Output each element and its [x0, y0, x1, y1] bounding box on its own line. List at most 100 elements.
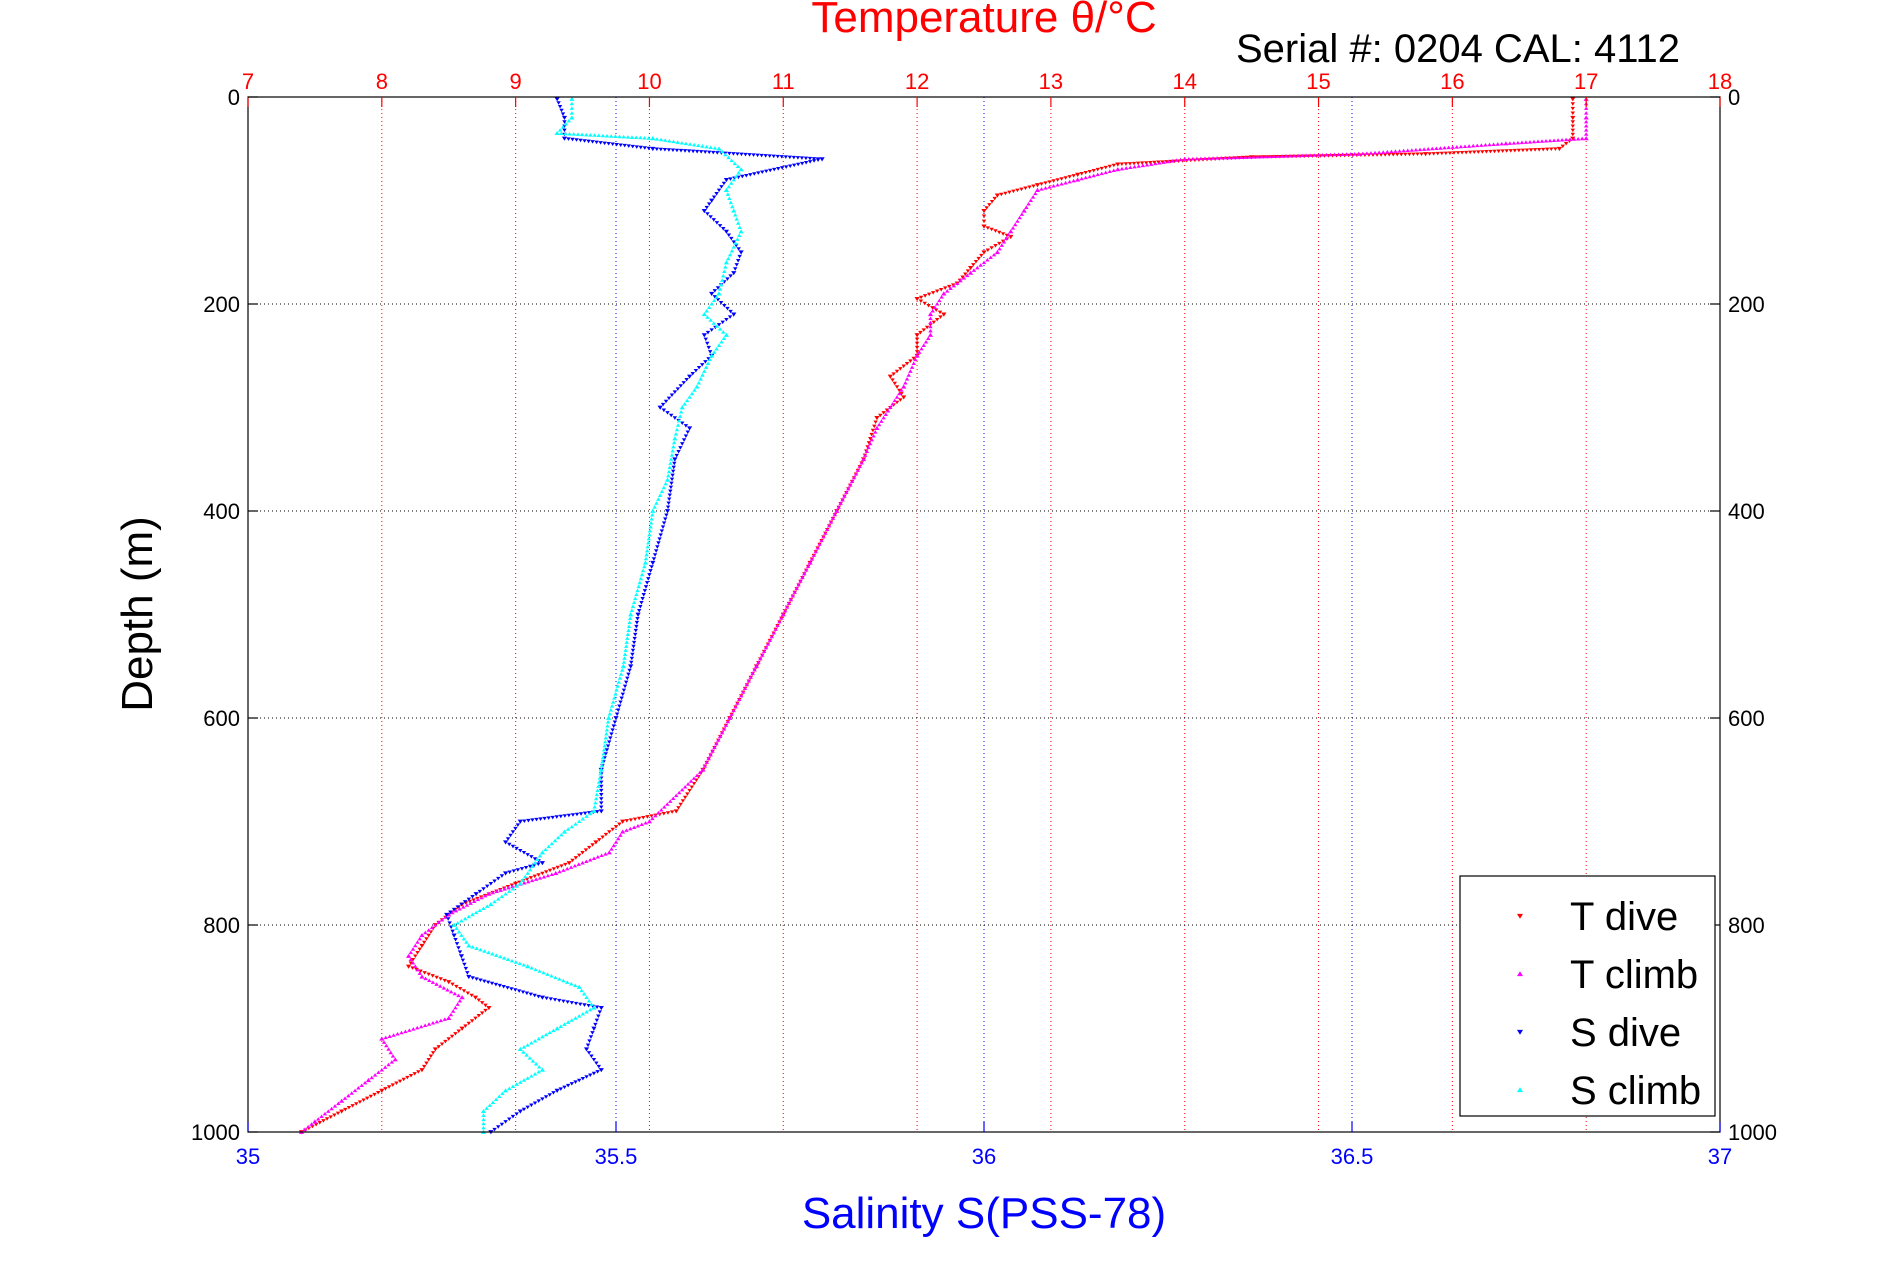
s-climb-marker [687, 142, 693, 146]
s-dive-marker [548, 997, 554, 1001]
t-dive-point [472, 995, 479, 1000]
t-climb-marker [423, 976, 428, 981]
s-climb-marker [707, 357, 713, 362]
t-climb-marker [951, 283, 957, 288]
s-climb-marker [533, 1062, 539, 1066]
s-dive-point [738, 250, 744, 255]
s-dive-marker [599, 784, 604, 789]
s-dive-marker [565, 1083, 571, 1088]
t-climb-marker [945, 289, 950, 293]
s-dive-marker [558, 1087, 563, 1091]
t-climb-marker [1324, 152, 1329, 157]
s-dive-marker [505, 837, 511, 841]
s-dive-marker [728, 274, 733, 278]
t-climb-point [459, 995, 465, 1000]
t-climb-marker [1583, 119, 1589, 124]
s-climb-marker [533, 967, 538, 972]
s-dive-marker [618, 143, 623, 147]
t-dive-marker [665, 811, 671, 815]
t-climb-marker [384, 1043, 389, 1048]
t-climb-marker [679, 787, 685, 792]
s-dive-marker [652, 553, 658, 557]
t-dive-marker [930, 291, 936, 295]
s-dive-marker [455, 905, 460, 909]
t-climb-marker [1515, 140, 1521, 145]
s-dive-point [517, 1109, 523, 1114]
t-dive-marker [971, 263, 976, 267]
t-dive-point [419, 1068, 425, 1073]
t-dive-marker [426, 972, 431, 977]
s-climb-point [650, 136, 656, 141]
s-climb-point [539, 1067, 545, 1072]
t-dive-marker [1378, 153, 1384, 157]
s-climb-marker [481, 1121, 486, 1126]
t-climb-marker [1543, 139, 1549, 143]
s-climb-marker [705, 361, 711, 366]
s-dive-marker [681, 438, 687, 442]
t-climb-marker [1450, 145, 1455, 149]
t-dive-marker [517, 880, 522, 885]
s-dive-point [554, 97, 560, 102]
t-dive-marker [1015, 188, 1020, 193]
s-dive-marker [577, 1078, 582, 1083]
s-dive-marker [748, 173, 753, 177]
s-dive-marker [515, 868, 521, 872]
s-dive-marker [637, 608, 642, 613]
t-dive-marker [465, 991, 471, 995]
s-dive-marker [462, 962, 467, 967]
t-dive-marker [934, 317, 940, 322]
t-climb-marker [748, 675, 753, 679]
s-dive-marker [684, 378, 689, 382]
s-dive-marker [599, 793, 604, 797]
s-climb-marker [561, 978, 566, 983]
t-dive-marker [573, 856, 579, 860]
s-climb-marker [719, 339, 724, 344]
s-dive-marker [516, 989, 522, 993]
t-climb-point [646, 819, 653, 824]
s-dive-marker [700, 363, 705, 367]
t-climb-marker [890, 402, 895, 406]
s-climb-marker [599, 763, 605, 768]
s-dive-marker [639, 601, 644, 605]
t-climb-marker [1475, 143, 1480, 148]
t-climb-marker [1479, 143, 1484, 147]
t-climb-marker [1006, 233, 1011, 237]
s-dive-marker [523, 865, 529, 870]
s-climb-marker [605, 723, 610, 728]
s-climb-marker [573, 1016, 578, 1020]
t-dive-marker [1496, 149, 1501, 154]
t-dive-marker [1152, 160, 1157, 165]
s-climb-marker [592, 805, 597, 809]
t-dive-point [887, 374, 893, 379]
t-climb-marker [475, 897, 481, 902]
s-dive-marker [593, 1022, 598, 1027]
t-climb-marker [1413, 147, 1419, 152]
t-climb-marker [572, 863, 578, 868]
s-dive-marker [597, 1010, 603, 1014]
s-dive-marker [586, 1051, 592, 1055]
s-climb-marker [562, 1022, 567, 1026]
t-climb-point [392, 1057, 398, 1062]
t-dive-marker [914, 350, 920, 354]
t-climb-marker [1128, 165, 1133, 170]
s-dive-marker [582, 1003, 587, 1007]
s-dive-marker [470, 894, 475, 899]
s-dive-marker [460, 958, 466, 963]
t-climb-marker [1491, 142, 1496, 146]
t-climb-marker [1376, 150, 1382, 155]
t-dive-marker [408, 1074, 414, 1078]
s-dive-series [444, 97, 825, 1135]
t-dive-marker [1472, 150, 1477, 155]
t-climb-marker [712, 745, 717, 750]
s-climb-marker [566, 118, 572, 123]
t-climb-marker [1194, 156, 1200, 161]
s-dive-marker [705, 212, 710, 216]
s-climb-marker [510, 1084, 516, 1088]
s-dive-marker [648, 569, 653, 573]
t-climb-marker [639, 822, 645, 826]
t-dive-marker [375, 1090, 381, 1095]
s-climb-marker [675, 140, 680, 144]
s-dive-point [503, 840, 509, 845]
s-dive-marker [607, 740, 612, 744]
